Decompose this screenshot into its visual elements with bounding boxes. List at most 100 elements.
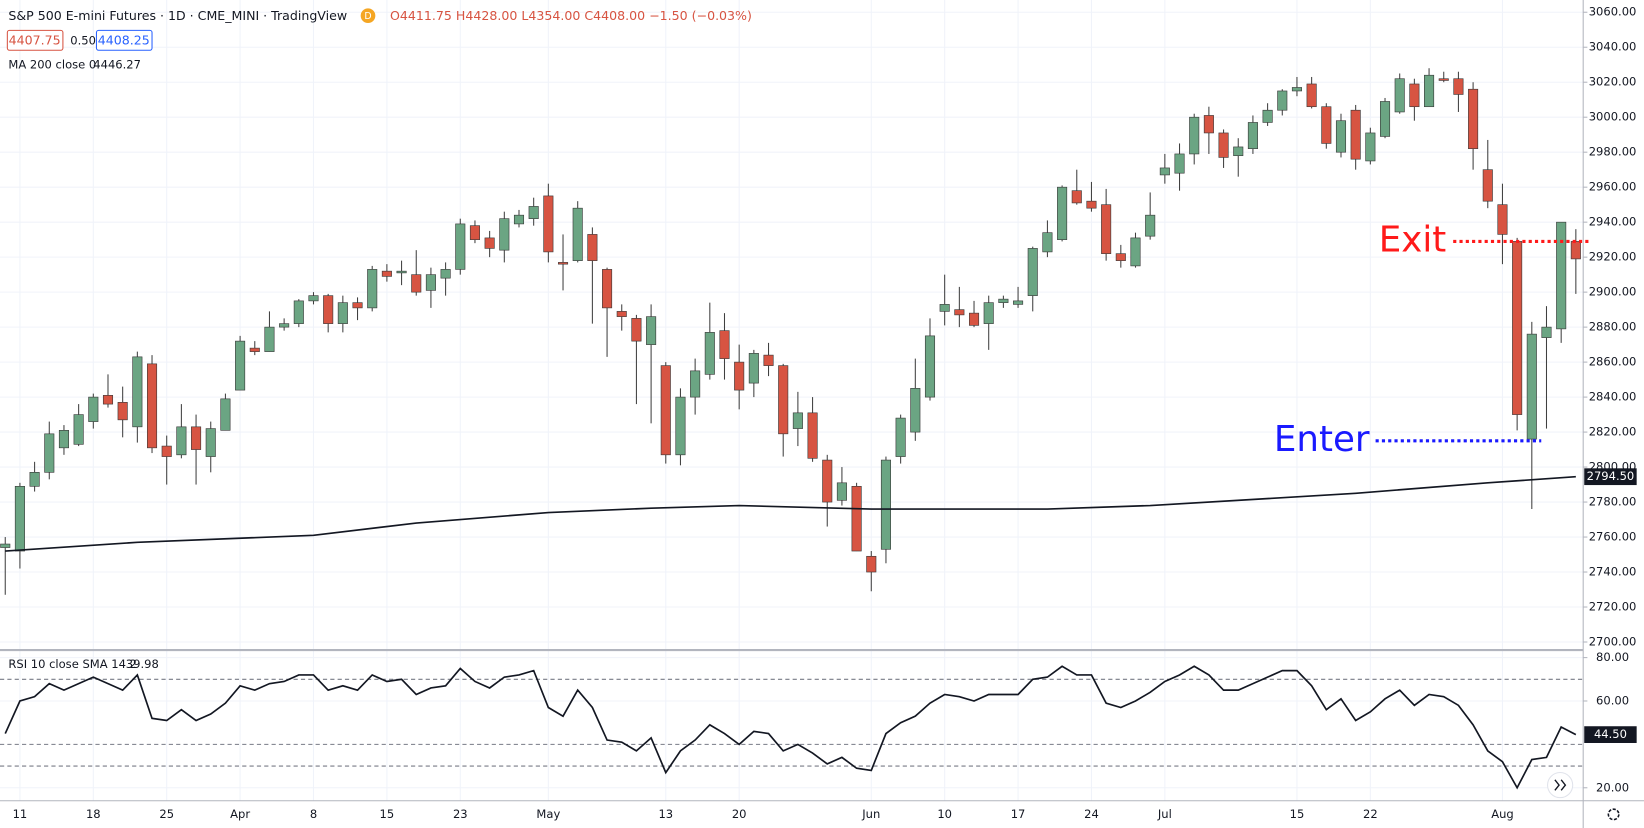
candle-body — [1468, 88, 1479, 150]
candle-body — [1233, 146, 1244, 157]
grid — [0, 0, 1584, 801]
candle-body — [602, 269, 613, 309]
candle-body — [660, 365, 671, 456]
candle-body — [646, 316, 657, 345]
rsi-value: 39.98 — [126, 657, 159, 671]
y-tick-label: 2820.00 — [1589, 425, 1637, 439]
y-tick-label: 60.00 — [1596, 693, 1629, 707]
candle-body — [176, 426, 187, 456]
x-tick-label: 15 — [1290, 807, 1305, 821]
candle-body — [1277, 90, 1288, 111]
spread: 0.50 — [70, 33, 96, 47]
candle-body — [161, 445, 172, 457]
settings-icon[interactable] — [1607, 808, 1620, 821]
candle-body — [1321, 106, 1332, 144]
candle-body — [1512, 241, 1523, 415]
candle-body — [352, 302, 363, 309]
candle-body — [293, 300, 304, 324]
candle-body — [29, 472, 40, 487]
candle-body — [235, 340, 246, 391]
y-tick-label: 2880.00 — [1589, 320, 1637, 334]
ma-line — [5, 475, 1576, 552]
ma-value: 4446.27 — [93, 57, 141, 71]
candle-body — [880, 459, 891, 550]
candle-body — [1526, 333, 1537, 440]
y-tick-label: 2720.00 — [1589, 600, 1637, 614]
candle-body — [557, 262, 569, 265]
candle-body — [954, 309, 965, 316]
y-tick-label: 2900.00 — [1589, 285, 1637, 299]
candle-body — [1306, 83, 1317, 108]
bid-box[interactable] — [6, 29, 64, 51]
y-tick-label: 2940.00 — [1589, 215, 1637, 229]
candle-body — [1394, 78, 1405, 113]
candle-body — [895, 417, 906, 457]
candle-body — [117, 402, 128, 421]
candle-body — [308, 295, 319, 302]
x-tick-label: 13 — [658, 807, 673, 821]
candle-body — [396, 270, 407, 274]
candle-body — [1071, 190, 1082, 204]
ask-box[interactable] — [95, 29, 153, 51]
ask: 4408.25 — [98, 32, 150, 47]
y-tick-label: 2840.00 — [1589, 390, 1637, 404]
candle-body — [44, 433, 55, 473]
scroll-icon — [1554, 779, 1567, 791]
badge — [360, 8, 376, 24]
candle-body — [1556, 221, 1567, 330]
candle-body — [1145, 214, 1156, 237]
x-tick-label: 15 — [380, 807, 395, 821]
y-tick-label: 20.00 — [1596, 780, 1629, 794]
candle-body — [924, 335, 936, 398]
candle-body — [499, 218, 510, 251]
last-value-label: 44.50 — [1594, 727, 1627, 741]
candle-body — [1497, 204, 1508, 235]
candle-body — [440, 269, 451, 279]
last-value-label: 2794.50 — [1587, 469, 1635, 483]
candle-body — [323, 295, 334, 324]
y-tick-label: 2760.00 — [1589, 530, 1637, 544]
symbol-title: S&P 500 E-mini Futures · 1D · CME_MINI ·… — [8, 8, 347, 23]
y-tick-label: 2980.00 — [1589, 145, 1637, 159]
candle-body — [1424, 74, 1435, 108]
candle-body — [1482, 169, 1493, 202]
candle-body — [690, 370, 701, 398]
candle-body — [1101, 204, 1112, 254]
annotation-text: Enter — [1274, 419, 1370, 460]
candle-body — [1086, 200, 1097, 209]
candle-body — [1262, 109, 1273, 123]
candle-body — [455, 223, 466, 270]
candle-body — [58, 430, 69, 449]
y-tick-label: 2860.00 — [1589, 355, 1637, 369]
ohlc: O4411.75 H4428.00 L4354.00 C4408.00 −1.5… — [390, 8, 752, 23]
bid: 4407.75 — [9, 32, 61, 47]
candle-body — [337, 302, 348, 324]
candle-body — [792, 412, 803, 429]
candle-body — [822, 459, 833, 503]
candle-body — [1115, 253, 1126, 261]
candle-body — [631, 318, 642, 342]
candle-body — [191, 426, 202, 450]
x-tick-label: 22 — [1363, 807, 1378, 821]
ma-label: MA 200 close 0 — [8, 57, 96, 71]
y-tick-label: 3000.00 — [1589, 110, 1637, 124]
x-tick-label: Aug — [1491, 807, 1514, 821]
scroll-button[interactable] — [1547, 771, 1574, 799]
candle-body — [748, 353, 759, 384]
x-tick-label: 17 — [1011, 807, 1026, 821]
x-tick-label: Apr — [230, 807, 250, 821]
candle-body — [1159, 167, 1170, 176]
candle-body — [1453, 78, 1464, 95]
candle-body — [983, 302, 994, 324]
candle-body — [704, 332, 715, 375]
y-tick-label: 80.00 — [1596, 650, 1629, 664]
last-value-box — [1584, 468, 1637, 486]
candle-body — [1130, 237, 1141, 267]
x-tick-label: 18 — [86, 807, 101, 821]
candle-body — [1409, 83, 1420, 108]
x-tick-label: 23 — [453, 807, 468, 821]
candle-body — [1027, 248, 1038, 296]
candle-body — [249, 347, 260, 352]
candle-body — [88, 396, 99, 422]
axes: 2700.002720.002740.002760.002780.002800.… — [13, 5, 1637, 821]
